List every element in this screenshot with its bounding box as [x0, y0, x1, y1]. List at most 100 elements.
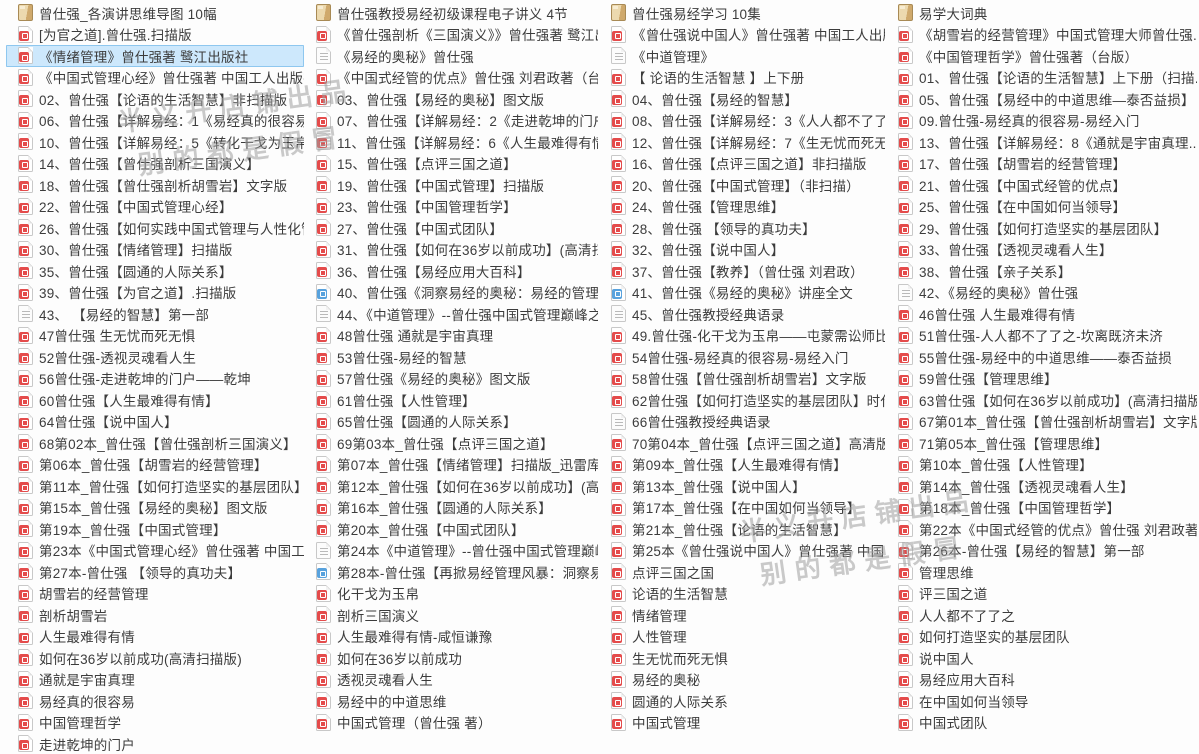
file-item[interactable]: 61曾仕强【人性管理】: [304, 389, 598, 411]
file-item[interactable]: 第09本_曾仕强【人生最难得有情】: [599, 454, 885, 476]
file-item[interactable]: 20、曾仕强【中国式管理】（非扫描）: [599, 174, 885, 196]
file-item[interactable]: 管理思维: [886, 561, 1197, 583]
file-item[interactable]: 化干戈为玉帛: [304, 583, 598, 605]
file-item[interactable]: 第06本_曾仕强【胡雪岩的经营管理】: [6, 454, 304, 476]
file-item[interactable]: 12、曾仕强【详解易经：7《生无忧而死无惧...: [599, 131, 885, 153]
file-item[interactable]: 第28本-曾仕强【再掀易经管理风暴：洞察易经...: [304, 561, 598, 583]
file-item[interactable]: 论语的生活智慧: [599, 583, 885, 605]
file-item[interactable]: 47曾仕强 生无忧而死无惧: [6, 325, 304, 347]
file-item[interactable]: 胡雪岩的经营管理: [6, 583, 304, 605]
file-item[interactable]: 51曾仕强-人人都不了了之-坎离既济未济: [886, 325, 1197, 347]
file-item[interactable]: 48曾仕强 通就是宇宙真理: [304, 325, 598, 347]
file-item[interactable]: 中国式管理（曾仕强 著）: [304, 712, 598, 734]
file-item[interactable]: 41、曾仕强《易经的奥秘》讲座全文: [599, 282, 885, 304]
file-item[interactable]: 第14本_曾仕强【透视灵魂看人生】: [886, 475, 1197, 497]
file-item[interactable]: 人生最难得有情: [6, 626, 304, 648]
file-item[interactable]: 说中国人: [886, 647, 1197, 669]
file-item[interactable]: 26、曾仕强【如何实践中国式管理与人性化管...: [6, 217, 304, 239]
file-item[interactable]: 27、曾仕强【中国式团队】: [304, 217, 598, 239]
file-item[interactable]: 第13本_曾仕强【说中国人】: [599, 475, 885, 497]
file-item[interactable]: 点评三国之国: [599, 561, 885, 583]
file-item[interactable]: 63曾仕强【如何在36岁以前成功】(高清扫描版): [886, 389, 1197, 411]
file-item[interactable]: 曾仕强易经学习 10集: [599, 2, 885, 24]
file-item[interactable]: 58曾仕强【曾仕强剖析胡雪岩】文字版: [599, 368, 885, 390]
file-item[interactable]: 24、曾仕强【管理思维】: [599, 196, 885, 218]
file-item[interactable]: 07、曾仕强【详解易经：2《走进乾坤的门户...: [304, 110, 598, 132]
file-item[interactable]: 中国式管理: [599, 712, 885, 734]
file-item[interactable]: 56曾仕强-走进乾坤的门户——乾坤: [6, 368, 304, 390]
file-item[interactable]: 70第04本_曾仕强【点评三国之道】高清版: [599, 432, 885, 454]
file-item[interactable]: 06、曾仕强【详解易经：1《易经真的很容易...: [6, 110, 304, 132]
file-item[interactable]: 《曾仕强剖析《三国演义》》曾仕强著 鹭江出...: [304, 24, 598, 46]
file-item[interactable]: 03、曾仕强【易经的奥秘】图文版: [304, 88, 598, 110]
file-item[interactable]: 40、曾仕强《洞察易经的奥秘：易经的管理智...: [304, 282, 598, 304]
file-item[interactable]: 中国式团队: [886, 712, 1197, 734]
file-item[interactable]: 59曾仕强【管理思维】: [886, 368, 1197, 390]
file-item[interactable]: 55曾仕强-易经中的中道思维——泰否益损: [886, 346, 1197, 368]
file-item[interactable]: 第23本《中国式管理心经》曾仕强著 中国工人...: [6, 540, 304, 562]
file-item[interactable]: 《中国式管理心经》曾仕强著 中国工人出版社...: [6, 67, 304, 89]
file-item[interactable]: 01、曾仕强【论语的生活智慧】上下册（扫描...: [886, 67, 1197, 89]
file-item[interactable]: 如何打造坚实的基层团队: [886, 626, 1197, 648]
file-item[interactable]: 25、曾仕强【在中国如何当领导】: [886, 196, 1197, 218]
file-item[interactable]: 44、《中道管理》--曾仕强中国式管理巅峰之作: [304, 303, 598, 325]
file-item[interactable]: 66曾仕强教授经典语录: [599, 411, 885, 433]
file-item[interactable]: 22、曾仕强【中国式管理心经】: [6, 196, 304, 218]
file-item[interactable]: 第18本_曾仕强【中国管理哲学】: [886, 497, 1197, 519]
file-item[interactable]: 29、曾仕强【如何打造坚实的基层团队】: [886, 217, 1197, 239]
file-item[interactable]: 第25本《曾仕强说中国人》曾仕强著 中国工人...: [599, 540, 885, 562]
file-item[interactable]: 剖析胡雪岩: [6, 604, 304, 626]
file-item[interactable]: 33、曾仕强【透视灵魂看人生】: [886, 239, 1197, 261]
file-item[interactable]: 人性管理: [599, 626, 885, 648]
file-item[interactable]: 走进乾坤的门户: [6, 733, 304, 754]
file-item[interactable]: 02、曾仕强【论语的生活智慧】非扫描版: [6, 88, 304, 110]
file-item[interactable]: 62曾仕强【如何打造坚实的基层团队】时代光华: [599, 389, 885, 411]
file-item[interactable]: 第21本_曾仕强【论语的生活智慧】: [599, 518, 885, 540]
file-item[interactable]: 18、曾仕强【曾仕强剖析胡雪岩】文字版: [6, 174, 304, 196]
file-item[interactable]: 53曾仕强-易经的智慧: [304, 346, 598, 368]
file-item[interactable]: [为官之道].曾仕强.扫描版: [6, 24, 304, 46]
file-item[interactable]: 49.曾仕强-化干戈为玉帛——屯蒙需讼师比: [599, 325, 885, 347]
file-item[interactable]: 35、曾仕强【圆通的人际关系】: [6, 260, 304, 282]
file-item[interactable]: 第10本_曾仕强【人性管理】: [886, 454, 1197, 476]
file-item[interactable]: 14、曾仕强【曾仕强剖析三国演义】: [6, 153, 304, 175]
file-item[interactable]: 曾仕强教授易经初级课程电子讲义 4节: [304, 2, 598, 24]
file-item[interactable]: 38、曾仕强【亲子关系】: [886, 260, 1197, 282]
file-item[interactable]: 剖析三国演义: [304, 604, 598, 626]
file-item[interactable]: 第17本_曾仕强【在中国如何当领导】: [599, 497, 885, 519]
file-item[interactable]: 易经的奥秘: [599, 669, 885, 691]
file-item[interactable]: 64曾仕强【说中国人】: [6, 411, 304, 433]
file-item[interactable]: 04、曾仕强【易经的智慧】: [599, 88, 885, 110]
file-item[interactable]: 19、曾仕强【中国式管理】扫描版: [304, 174, 598, 196]
file-item[interactable]: 54曾仕强-易经真的很容易-易经入门: [599, 346, 885, 368]
file-item[interactable]: 第20本_曾仕强【中国式团队】: [304, 518, 598, 540]
file-item[interactable]: 《曾仕强说中国人》曾仕强著 中国工人出版社: [599, 24, 885, 46]
file-item[interactable]: 37、曾仕强【教养】（曾仕强 刘君政）: [599, 260, 885, 282]
file-item[interactable]: 评三国之道: [886, 583, 1197, 605]
file-item[interactable]: 第27本-曾仕强 【领导的真功夫】: [6, 561, 304, 583]
file-item-selected[interactable]: 《情绪管理》曾仕强著 鹭江出版社: [6, 45, 304, 67]
file-item[interactable]: 人人都不了了之: [886, 604, 1197, 626]
file-item[interactable]: 16、曾仕强【点评三国之道】非扫描版: [599, 153, 885, 175]
file-item[interactable]: 第24本《中道管理》--曾仕强中国式管理巅峰...: [304, 540, 598, 562]
file-item[interactable]: 39、曾仕强【为官之道】.扫描版: [6, 282, 304, 304]
file-item[interactable]: 《中道管理》: [599, 45, 885, 67]
file-item[interactable]: 《中国式经管的优点》曾仕强 刘君政著（台版）: [304, 67, 598, 89]
file-item[interactable]: 易学大词典: [886, 2, 1197, 24]
file-item[interactable]: 易经真的很容易: [6, 690, 304, 712]
file-item[interactable]: 45、曾仕强教授经典语录: [599, 303, 885, 325]
file-item[interactable]: 如何在36岁以前成功(高清扫描版): [6, 647, 304, 669]
file-item[interactable]: 第12本_曾仕强【如何在36岁以前成功】(高清...: [304, 475, 598, 497]
file-item[interactable]: 11、曾仕强【详解易经：6《人生最难得有情...: [304, 131, 598, 153]
file-item[interactable]: 13、曾仕强【详解易经：8《通就是宇宙真理...: [886, 131, 1197, 153]
file-item[interactable]: 在中国如何当领导: [886, 690, 1197, 712]
file-item[interactable]: 《易经的奥秘》曾仕强: [304, 45, 598, 67]
file-item[interactable]: 易经应用大百科: [886, 669, 1197, 691]
file-item[interactable]: 23、曾仕强【中国管理哲学】: [304, 196, 598, 218]
file-item[interactable]: 28、曾仕强 【领导的真功夫】: [599, 217, 885, 239]
file-item[interactable]: 42、《易经的奥秘》曾仕强: [886, 282, 1197, 304]
file-item[interactable]: 67第01本_曾仕强【曾仕强剖析胡雪岩】文字版: [886, 411, 1197, 433]
file-item[interactable]: 52曾仕强-透视灵魂看人生: [6, 346, 304, 368]
file-item[interactable]: 透视灵魂看人生: [304, 669, 598, 691]
file-item[interactable]: 31、曾仕强【如何在36岁以前成功】(高清扫...: [304, 239, 598, 261]
